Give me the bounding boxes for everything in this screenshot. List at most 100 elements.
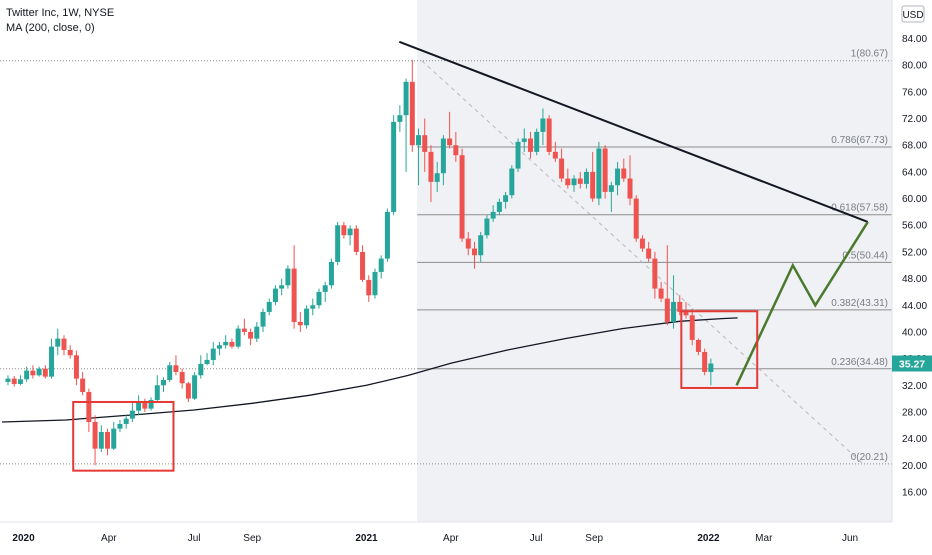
last-price-tag [892, 355, 932, 372]
y-tick-label: 76.00 [902, 87, 927, 98]
candle-body [154, 385, 160, 400]
candle-body [683, 311, 689, 316]
candle-body [565, 178, 571, 186]
candle-body [453, 145, 459, 156]
last-price-label: 35.27 [899, 358, 925, 370]
candle-body [602, 148, 608, 192]
candle-body [285, 268, 291, 286]
candle-body [478, 235, 484, 256]
candle-body [105, 431, 111, 449]
candle-body [384, 211, 390, 259]
candle-body [55, 338, 61, 347]
candle-body [546, 118, 552, 152]
candle-body [472, 248, 477, 256]
x-tick-label: Apr [101, 533, 117, 544]
fib-level-label: 0.5(50.44) [842, 250, 888, 261]
x-tick-label: 2021 [355, 533, 378, 544]
x-tick-label: Jul [188, 533, 201, 544]
y-tick-label: 44.00 [902, 301, 927, 312]
candle-body [552, 151, 558, 159]
candle-body [583, 171, 589, 184]
y-tick-label: 48.00 [902, 274, 927, 285]
candle-body [179, 371, 185, 384]
candle-body [310, 305, 316, 309]
candle-body [173, 365, 179, 372]
candle-body [266, 301, 272, 312]
candle-body [111, 428, 117, 449]
candle-body [652, 258, 658, 289]
y-tick-label: 28.00 [902, 407, 927, 418]
y-tick-label: 68.00 [902, 141, 927, 152]
candle-body [204, 359, 210, 364]
y-tick-label: 72.00 [902, 114, 927, 125]
candle-body [254, 326, 260, 339]
x-tick-label: Jul [530, 533, 543, 544]
candle-body [17, 379, 23, 384]
candle-body [658, 288, 664, 299]
candle-body [527, 138, 533, 152]
candle-body [577, 178, 583, 184]
x-tick-label: Mar [755, 533, 773, 544]
chart-legend: Twitter Inc, 1W, NYSE MA (200, close, 0) [6, 6, 114, 36]
x-tick-label: Sep [243, 533, 261, 544]
candle-body [86, 391, 92, 422]
candle-body [633, 198, 639, 239]
candle-body [695, 339, 701, 352]
candle-body [689, 315, 695, 340]
candle-body [98, 431, 104, 449]
candle-body [192, 375, 198, 399]
candle-body [123, 418, 129, 424]
projection-path [735, 221, 869, 386]
candle-body [422, 135, 428, 152]
candle-body [409, 81, 415, 146]
candle-body [534, 131, 540, 152]
candle-body [360, 251, 366, 280]
candle-body [223, 341, 229, 346]
candle-body [403, 81, 409, 116]
fib-level-label: 0.618(57.58) [831, 203, 888, 214]
candle-body [142, 401, 148, 409]
x-tick-label: 2020 [12, 533, 35, 544]
candle-body [664, 298, 670, 322]
candle-body [235, 328, 241, 347]
candle-body [117, 423, 123, 429]
x-tick-label: Apr [443, 533, 459, 544]
y-tick-label: 52.00 [902, 247, 927, 258]
candle-body [490, 211, 496, 219]
candle-body [496, 201, 502, 212]
candle-body [61, 338, 67, 350]
candle-body [67, 349, 73, 356]
candle-body [596, 148, 602, 199]
fib-level-label: 0(20.21) [851, 452, 888, 463]
candle-body [397, 115, 403, 122]
candle-body [341, 225, 347, 236]
candle-body [167, 365, 173, 380]
y-tick-label: 20.00 [902, 461, 927, 472]
y-tick-label: 60.00 [902, 194, 927, 205]
candle-body [434, 173, 440, 182]
candle-body [185, 383, 191, 399]
y-tick-label: 40.00 [902, 327, 927, 338]
candle-body [148, 399, 154, 409]
ma200-line [1, 317, 738, 423]
candle-body [447, 138, 453, 146]
candle-body [322, 285, 328, 292]
candle-body [608, 185, 614, 192]
candle-body [129, 410, 135, 419]
candle-body [353, 228, 359, 252]
candle-body [559, 158, 565, 179]
candle-body [304, 308, 310, 326]
candle-body [297, 321, 303, 326]
y-tick-label: 32.00 [902, 381, 927, 392]
candle-body [521, 138, 527, 142]
candle-body [24, 370, 30, 380]
candle-body [49, 346, 55, 377]
y-tick-label: 24.00 [902, 434, 927, 445]
candle-body [92, 421, 98, 449]
candle-body [509, 168, 515, 196]
fib-level-label: 0.786(67.73) [831, 135, 888, 146]
chart-title: Twitter Inc, 1W, NYSE [6, 7, 115, 19]
candle-body [42, 368, 48, 377]
candle-body [428, 151, 434, 182]
